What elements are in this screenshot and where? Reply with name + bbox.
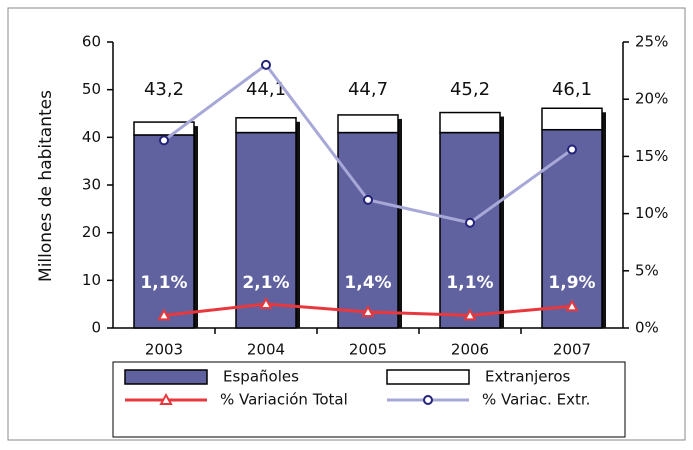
legend-label: Extranjeros [485,368,571,386]
y-tick-label: 20 [82,223,101,241]
y-tick-label: 0 [91,319,101,337]
y2-tick-label: 15% [635,147,668,165]
bar-segment [235,117,297,134]
bar-segment [439,111,501,134]
y-tick-label: 10 [82,271,101,289]
line-marker [463,308,477,321]
y2-tick-label: 10% [635,204,668,222]
legend-swatch [124,369,208,385]
chart-frame [7,7,686,441]
line-marker [567,144,577,155]
value-label: 1,9% [548,273,595,293]
x-tick-label: 2005 [349,341,387,359]
y2-tick-label: 0% [635,319,659,337]
line-marker [159,135,169,146]
y-tick-label: 30 [82,176,101,194]
total-label: 45,2 [450,79,490,100]
value-label: 1,1% [140,273,187,293]
bar-segment [337,114,399,134]
legend-label: % Variación Total [220,391,348,409]
y-tick-label: 40 [82,128,101,146]
y-axis-label: Millones de habitantes [36,90,56,282]
bar-segment [337,131,399,329]
y-tick-label: 60 [82,33,101,51]
y2-tick-label: 20% [635,90,668,108]
legend-swatch [386,369,470,385]
bar-segment [439,131,501,329]
total-label: 44,7 [348,79,388,100]
y-tick-label: 50 [82,80,101,98]
y2-tick-label: 5% [635,261,659,279]
legend-label: % Variac. Extr. [482,391,590,409]
legend-label: Españoles [223,368,299,386]
total-label: 43,2 [144,79,184,100]
bar-segment [133,121,195,136]
x-tick-label: 2004 [247,341,285,359]
y2-tick-label: 25% [635,33,668,51]
bar-segment [541,107,603,131]
bar-segment [133,134,195,329]
line-marker [565,299,579,312]
total-label: 46,1 [552,79,592,100]
line-marker [361,304,375,317]
line-marker [465,217,475,228]
legend-marker [423,395,433,405]
line-marker [259,296,273,309]
value-label: 1,4% [344,273,391,293]
x-tick-label: 2007 [553,341,591,359]
bar-segment [235,131,297,329]
line-marker [363,194,373,205]
x-tick-label: 2006 [451,341,489,359]
line-marker [157,308,171,321]
x-tick-label: 2003 [145,341,183,359]
value-label: 2,1% [242,273,289,293]
line-marker [261,59,271,70]
value-label: 1,1% [446,273,493,293]
bar-segment [541,128,603,329]
total-label: 44,1 [246,79,286,100]
legend-marker [159,392,173,405]
